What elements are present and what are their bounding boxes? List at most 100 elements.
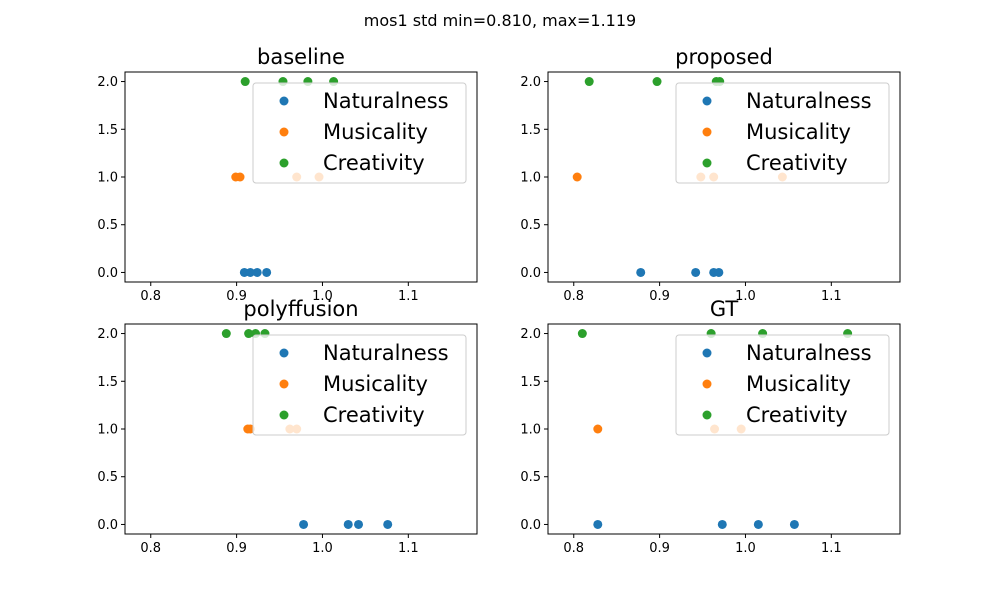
subplot-grid: baseline 0.8 0.9 1.0 1.1 0.0 0.5 1.0 1.5 2.0 Natur… [97, 45, 901, 556]
legend-marker-creativity [702, 410, 712, 420]
y-tick-label: 0.0 [97, 518, 118, 533]
point-naturalness [252, 267, 262, 277]
x-tick-label: 0.8 [563, 541, 584, 556]
legend-label-musicality: Musicality [323, 120, 428, 144]
point-naturalness [636, 267, 646, 277]
point-musicality [593, 424, 603, 434]
x-tick-label: 1.0 [735, 289, 756, 304]
point-naturalness [343, 519, 353, 529]
y-tick-label: 1.5 [97, 123, 118, 138]
point-creativity [244, 329, 254, 339]
point-creativity [577, 329, 587, 339]
point-naturalness [789, 519, 799, 529]
x-tick-label: 1.1 [821, 289, 842, 304]
legend-label-musicality: Musicality [746, 120, 851, 144]
point-naturalness [717, 519, 727, 529]
y-tick-label: 0.5 [520, 470, 541, 485]
legend-label-musicality: Musicality [746, 372, 851, 396]
legend-label-creativity: Creativity [746, 151, 848, 175]
legend-marker-musicality [702, 127, 712, 137]
point-creativity [584, 77, 594, 87]
legend-label-naturalness: Naturalness [323, 89, 449, 113]
subplot-title: proposed [675, 45, 773, 69]
subplot-baseline: baseline 0.8 0.9 1.0 1.1 0.0 0.5 1.0 1.5 2.0 Natur… [97, 45, 478, 304]
legend-marker-creativity [279, 410, 289, 420]
legend: Naturalness Musicality Creativity [675, 334, 890, 436]
legend-marker-naturalness [702, 96, 712, 106]
legend-label-creativity: Creativity [323, 151, 425, 175]
y-tick-label: 1.0 [520, 423, 541, 438]
x-tick-label: 0.9 [226, 289, 247, 304]
y-tick-label: 0.0 [97, 266, 118, 281]
y-tick-label: 1.0 [97, 171, 118, 186]
legend-label-naturalness: Naturalness [323, 341, 449, 365]
legend-marker-naturalness [279, 96, 289, 106]
x-tick-label: 1.0 [735, 541, 756, 556]
legend-box [252, 334, 467, 436]
x-tick-label: 1.1 [821, 541, 842, 556]
y-tick-label: 1.5 [97, 375, 118, 390]
point-naturalness [593, 519, 603, 529]
legend-marker-creativity [702, 158, 712, 168]
point-musicality [235, 172, 245, 182]
legend-box [675, 82, 890, 184]
subplot-title: GT [710, 297, 739, 321]
point-creativity [240, 77, 250, 87]
legend-marker-naturalness [702, 348, 712, 358]
legend-marker-musicality [702, 379, 712, 389]
subplot-gt: GT 0.8 0.9 1.0 1.1 0.0 0.5 1.0 1.5 2.0 Naturalness… [520, 297, 901, 556]
point-naturalness [354, 519, 364, 529]
y-tick-label: 0.5 [520, 218, 541, 233]
legend-marker-naturalness [279, 348, 289, 358]
point-naturalness [299, 519, 309, 529]
x-tick-label: 1.0 [312, 541, 333, 556]
x-tick-label: 0.9 [649, 541, 670, 556]
y-tick-label: 0.5 [97, 218, 118, 233]
point-creativity [652, 77, 662, 87]
subplot-title: baseline [257, 45, 345, 69]
y-tick-label: 1.5 [520, 123, 541, 138]
point-musicality [572, 172, 582, 182]
y-tick-label: 2.0 [97, 327, 118, 342]
y-tick-label: 0.5 [97, 470, 118, 485]
x-tick-label: 0.8 [140, 289, 161, 304]
subplot-polyffusion: polyffusion 0.8 0.9 1.0 1.1 0.0 0.5 1.0 1.5 2.0 Na… [97, 297, 478, 556]
point-naturalness [262, 267, 272, 277]
point-creativity [221, 329, 231, 339]
y-tick-label: 1.0 [520, 171, 541, 186]
figure-title: mos1 std min=0.810, max=1.119 [364, 11, 636, 30]
legend-box [252, 82, 467, 184]
y-tick-label: 0.0 [520, 266, 541, 281]
subplot-title: polyffusion [243, 297, 358, 321]
y-tick-label: 2.0 [97, 75, 118, 90]
x-tick-label: 0.8 [140, 541, 161, 556]
legend-marker-musicality [279, 379, 289, 389]
point-naturalness [753, 519, 763, 529]
subplot-proposed: proposed 0.8 0.9 1.0 1.1 0.0 0.5 1.0 1.5 2.0 Natur… [520, 45, 901, 304]
y-tick-label: 0.0 [520, 518, 541, 533]
legend-marker-creativity [279, 158, 289, 168]
legend-marker-musicality [279, 127, 289, 137]
x-tick-label: 1.1 [398, 541, 419, 556]
legend-box [675, 334, 890, 436]
legend-label-musicality: Musicality [323, 372, 428, 396]
legend-label-naturalness: Naturalness [746, 341, 872, 365]
legend: Naturalness Musicality Creativity [675, 82, 890, 184]
x-tick-label: 1.1 [398, 289, 419, 304]
y-tick-label: 2.0 [520, 327, 541, 342]
legend-label-naturalness: Naturalness [746, 89, 872, 113]
y-tick-label: 2.0 [520, 75, 541, 90]
legend: Naturalness Musicality Creativity [252, 82, 467, 184]
legend-label-creativity: Creativity [746, 403, 848, 427]
point-naturalness [245, 267, 255, 277]
point-naturalness [691, 267, 701, 277]
x-tick-label: 0.9 [649, 289, 670, 304]
point-naturalness [714, 267, 724, 277]
x-tick-label: 1.0 [312, 289, 333, 304]
x-tick-label: 0.8 [563, 289, 584, 304]
legend: Naturalness Musicality Creativity [252, 334, 467, 436]
y-tick-label: 1.0 [97, 423, 118, 438]
x-tick-label: 0.9 [226, 541, 247, 556]
point-naturalness [383, 519, 393, 529]
